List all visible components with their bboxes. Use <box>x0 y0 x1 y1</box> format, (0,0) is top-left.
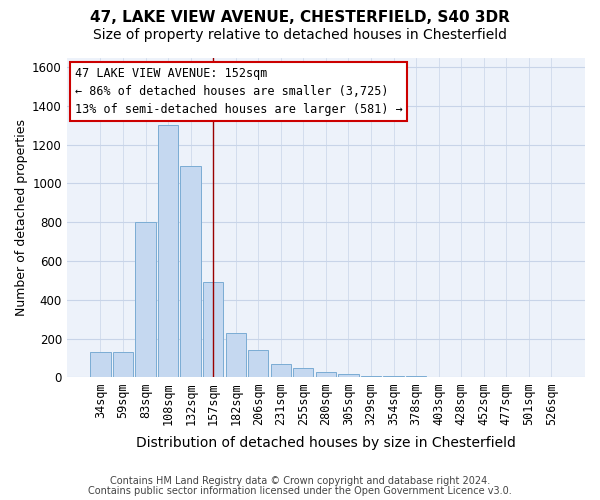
Bar <box>181 166 201 378</box>
Text: Size of property relative to detached houses in Chesterfield: Size of property relative to detached ho… <box>93 28 507 42</box>
Bar <box>428 376 449 378</box>
Text: Contains public sector information licensed under the Open Government Licence v3: Contains public sector information licen… <box>88 486 512 496</box>
Bar <box>316 372 336 378</box>
Bar <box>248 350 268 378</box>
Bar <box>338 374 359 378</box>
Text: 47 LAKE VIEW AVENUE: 152sqm
← 86% of detached houses are smaller (3,725)
13% of : 47 LAKE VIEW AVENUE: 152sqm ← 86% of det… <box>74 67 403 116</box>
Y-axis label: Number of detached properties: Number of detached properties <box>15 119 28 316</box>
Bar <box>406 376 426 378</box>
Bar <box>113 352 133 378</box>
Text: Contains HM Land Registry data © Crown copyright and database right 2024.: Contains HM Land Registry data © Crown c… <box>110 476 490 486</box>
Bar <box>361 376 381 378</box>
Bar <box>136 222 156 378</box>
Text: 47, LAKE VIEW AVENUE, CHESTERFIELD, S40 3DR: 47, LAKE VIEW AVENUE, CHESTERFIELD, S40 … <box>90 10 510 25</box>
Bar <box>226 332 246 378</box>
Bar <box>293 368 313 378</box>
Bar <box>383 376 404 378</box>
X-axis label: Distribution of detached houses by size in Chesterfield: Distribution of detached houses by size … <box>136 436 516 450</box>
Bar <box>158 126 178 378</box>
Bar <box>271 364 291 378</box>
Bar <box>91 352 110 378</box>
Bar <box>203 282 223 378</box>
